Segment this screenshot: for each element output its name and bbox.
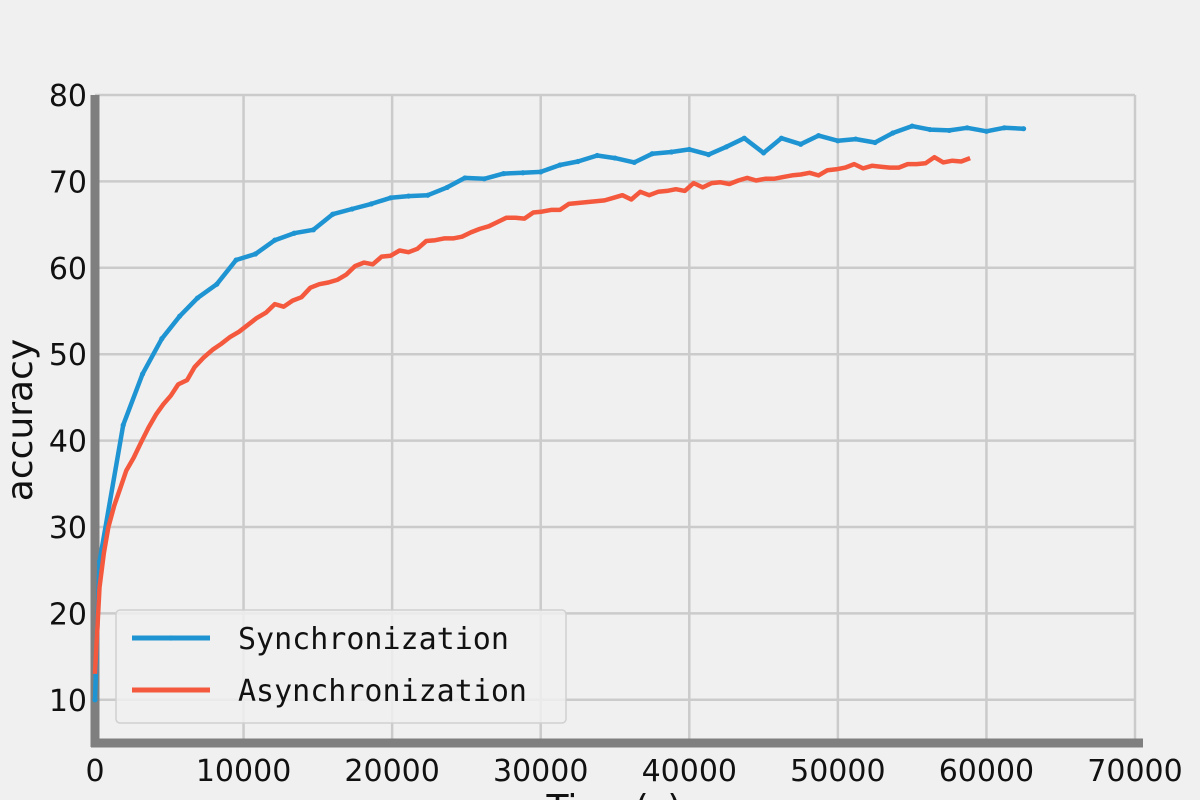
data-point-synchronization [177, 313, 183, 319]
data-point-synchronization [291, 230, 297, 236]
data-point-synchronization [964, 125, 970, 131]
grid-lines [95, 93, 1137, 743]
x-tick-label: 70000 [1087, 754, 1182, 789]
series-line-asynchronization [92, 154, 971, 675]
data-point-synchronization [252, 251, 259, 257]
data-point-synchronization [310, 227, 316, 233]
data-point-synchronization [120, 422, 126, 428]
y-tick-label: 30 [49, 511, 87, 546]
x-axis-title: Time(s) [546, 788, 682, 800]
data-point-synchronization [594, 152, 600, 159]
data-point-synchronization [798, 141, 804, 147]
legend-label-synchronization: Synchronization [238, 622, 509, 657]
data-point-synchronization [481, 176, 487, 182]
data-point-synchronization [159, 336, 165, 342]
data-point-synchronization [1001, 125, 1007, 131]
data-point-synchronization [835, 138, 841, 144]
data-point-synchronization [520, 170, 526, 176]
data-point-synchronization [214, 281, 220, 287]
legend-box [115, 609, 567, 724]
data-point-synchronization [983, 128, 990, 134]
data-point-synchronization [1020, 126, 1027, 132]
data-point-synchronization [649, 151, 655, 157]
data-point-synchronization [405, 193, 412, 199]
data-point-synchronization [444, 184, 450, 191]
data-point-synchronization [500, 171, 507, 177]
data-point-synchronization [778, 135, 785, 141]
data-point-synchronization [557, 162, 563, 168]
data-point-synchronization [815, 133, 822, 139]
data-point-synchronization [946, 127, 952, 134]
data-point-synchronization [706, 152, 712, 158]
data-point-synchronization [909, 123, 915, 129]
data-point-synchronization [872, 139, 878, 146]
data-point-synchronization [425, 192, 431, 198]
data-point-synchronization [538, 169, 544, 175]
y-tick-label: 80 [49, 79, 87, 114]
data-point-synchronization [723, 144, 730, 150]
x-tick-label: 30000 [493, 754, 588, 789]
y-tick-label: 10 [49, 684, 87, 719]
y-tick-label: 70 [49, 165, 87, 200]
x-tick-label: 10000 [196, 754, 291, 789]
data-point-synchronization [272, 237, 278, 243]
x-tick-label: 0 [85, 754, 104, 789]
legend-marker-synchronization [168, 635, 174, 641]
y-tick-label: 50 [49, 338, 87, 373]
data-point-synchronization [349, 206, 355, 212]
x-tick-label: 60000 [939, 754, 1034, 789]
data-point-synchronization [686, 146, 692, 153]
y-tick-label: 20 [49, 597, 87, 632]
data-point-synchronization [668, 149, 675, 155]
data-point-synchronization [388, 195, 394, 201]
data-point-synchronization [612, 155, 618, 161]
x-tick-label: 50000 [790, 754, 885, 789]
data-point-synchronization [233, 257, 239, 263]
data-point-synchronization [890, 130, 896, 136]
data-point-synchronization [575, 158, 581, 165]
legend: Synchronization Asynchronization [115, 609, 567, 724]
data-point-synchronization [330, 211, 336, 217]
data-point-synchronization [92, 697, 98, 703]
data-point-synchronization [139, 371, 146, 377]
data-point-synchronization [853, 136, 859, 142]
data-point-synchronization [462, 175, 468, 181]
data-point-synchronization [760, 150, 767, 156]
x-tick-label: 40000 [642, 754, 737, 789]
y-tick-label: 60 [49, 252, 87, 287]
x-tick-label: 20000 [344, 754, 439, 789]
series-lines [92, 123, 1027, 703]
data-point-synchronization [631, 159, 637, 165]
data-point-synchronization [927, 126, 933, 133]
data-point-synchronization [368, 201, 374, 207]
data-point-synchronization [194, 295, 201, 301]
y-axis-title: accuracy [0, 339, 41, 501]
legend-label-asynchronization: Asynchronization [238, 674, 527, 709]
data-point-synchronization [741, 135, 747, 141]
tick-labels: 0 10000 20000 30000 40000 50000 60000 70000 10 20… [49, 79, 1183, 789]
y-tick-label: 40 [49, 425, 87, 460]
